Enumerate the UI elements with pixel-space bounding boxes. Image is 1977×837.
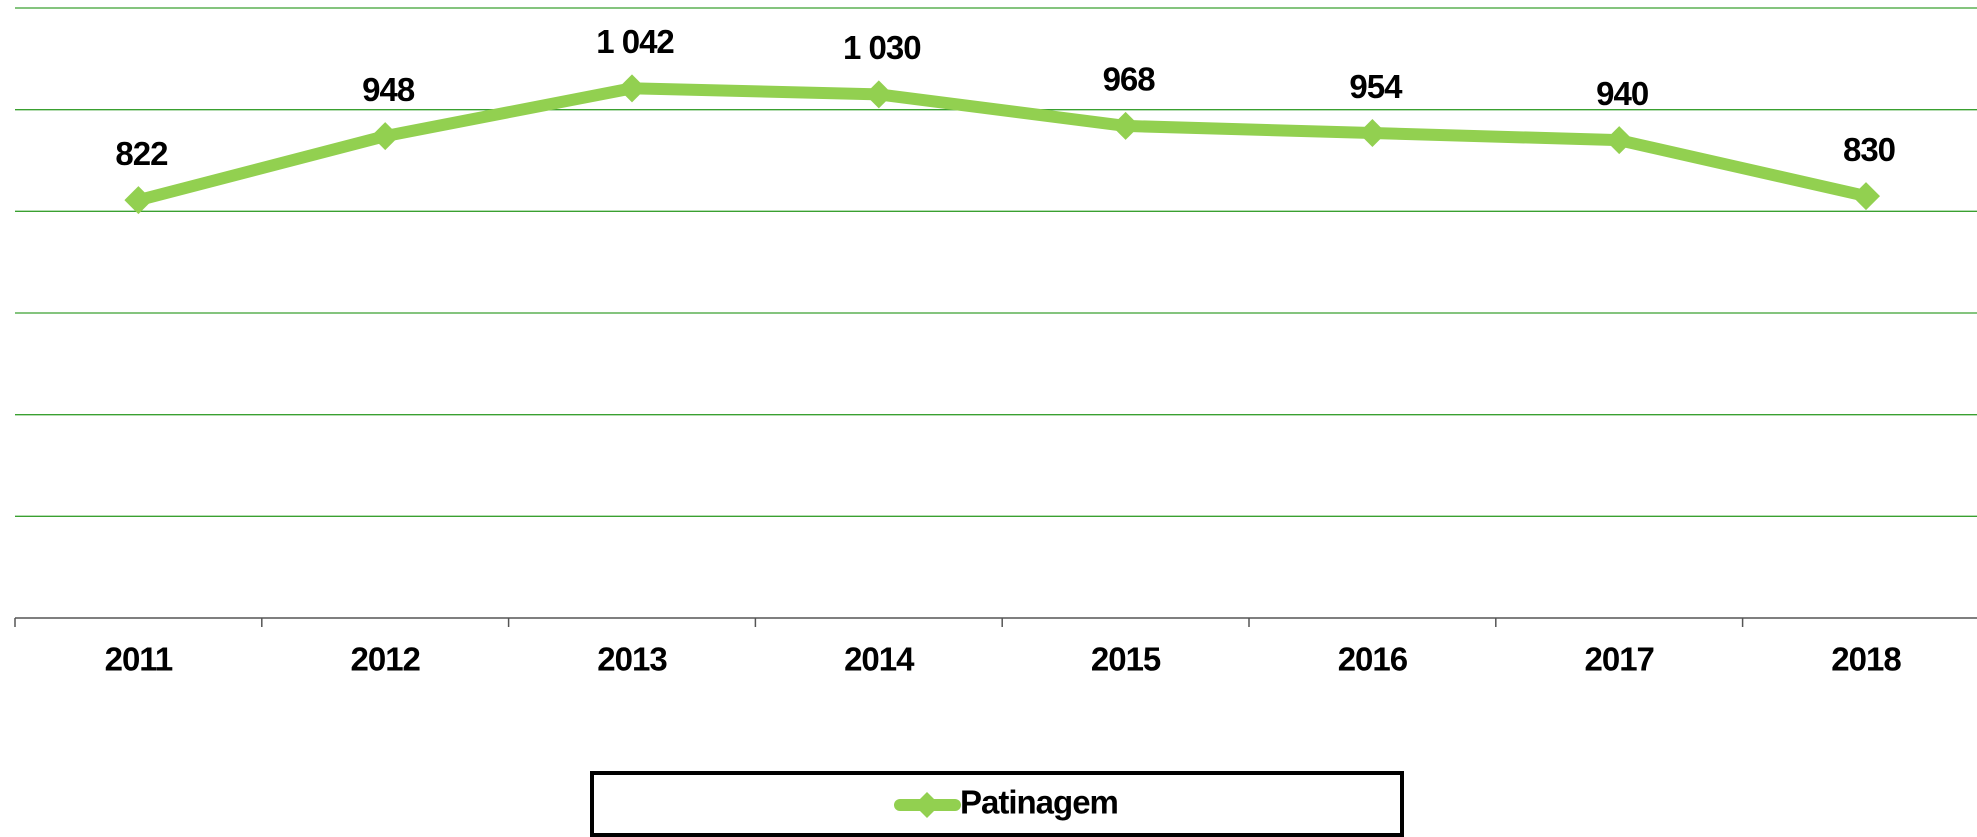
data-label: 1 030 xyxy=(843,29,921,66)
plot: 822 948 1 042 1 030 968 954 940 830 xyxy=(115,23,1896,215)
data-label: 822 xyxy=(115,135,168,172)
point-marker xyxy=(371,122,400,151)
point-marker xyxy=(618,74,646,103)
x-tick-label: 2012 xyxy=(350,641,420,678)
x-tick-label: 2015 xyxy=(1091,641,1161,678)
x-tick-label: 2013 xyxy=(597,641,667,678)
x-tick-label: 2017 xyxy=(1584,641,1653,678)
legend: Patinagem xyxy=(590,771,1404,837)
point-marker xyxy=(124,186,153,215)
x-axis: 2011 2012 2013 2014 2015 2016 2017 2018 xyxy=(14,617,1977,678)
data-label: 954 xyxy=(1349,68,1403,105)
data-label: 948 xyxy=(362,71,415,108)
data-label: 830 xyxy=(1843,131,1895,168)
point-marker xyxy=(1111,111,1140,140)
data-label: 940 xyxy=(1596,75,1648,112)
x-tick-label: 2011 xyxy=(105,641,173,678)
data-label: 968 xyxy=(1103,61,1156,98)
point-marker xyxy=(1852,182,1880,211)
point-marker xyxy=(1358,119,1387,148)
legend-marker xyxy=(914,792,940,818)
x-tick-label: 2014 xyxy=(844,641,915,678)
x-tick-label: 2016 xyxy=(1338,641,1408,678)
legend-label: Patinagem xyxy=(960,784,1118,821)
point-marker xyxy=(1605,126,1634,155)
data-label: 1 042 xyxy=(596,23,674,60)
legend-box xyxy=(590,771,1404,837)
x-tick-label: 2018 xyxy=(1831,641,1901,678)
grid xyxy=(15,7,1977,517)
series-line xyxy=(136,82,1868,206)
point-marker xyxy=(864,80,893,109)
